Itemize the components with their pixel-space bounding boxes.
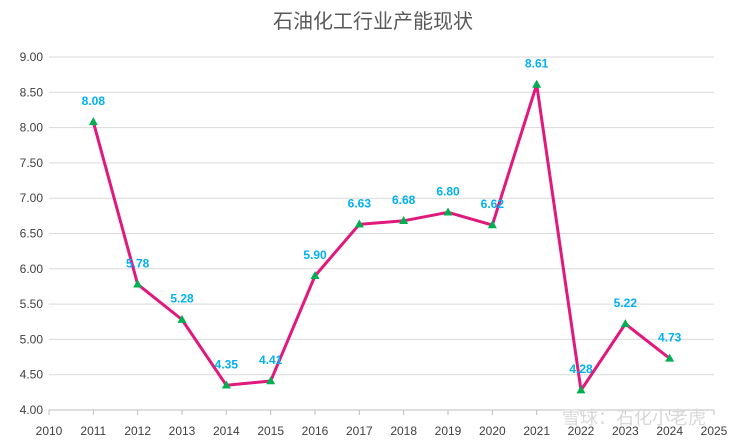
data-label: 4.73 <box>658 330 682 344</box>
y-tick-label: 7.50 <box>20 156 44 170</box>
data-point-marker <box>576 385 586 394</box>
data-point-marker <box>532 79 542 88</box>
x-tick-label: 2017 <box>346 424 373 438</box>
data-point-marker <box>266 376 276 385</box>
x-tick-label: 2025 <box>701 424 728 438</box>
data-point-marker <box>620 319 630 328</box>
x-tick-label: 2022 <box>568 424 595 438</box>
x-tick-label: 2023 <box>612 424 639 438</box>
x-tick-label: 2015 <box>257 424 284 438</box>
watermark: 雪球：石化小老虎 <box>562 408 706 429</box>
y-tick-label: 7.00 <box>20 191 44 205</box>
data-point-marker <box>133 279 143 288</box>
data-label: 5.28 <box>170 292 194 306</box>
data-point-marker <box>221 380 231 389</box>
y-tick-label: 4.00 <box>20 403 44 417</box>
data-label: 5.90 <box>303 248 327 262</box>
data-label: 4.35 <box>215 357 239 371</box>
data-label: 5.22 <box>614 296 638 310</box>
data-point-marker <box>177 314 187 323</box>
x-tick-label: 2020 <box>479 424 506 438</box>
y-tick-label: 5.50 <box>20 297 44 311</box>
data-point-marker <box>88 117 98 126</box>
x-tick-label: 2010 <box>36 424 63 438</box>
y-tick-label: 6.50 <box>20 227 44 241</box>
chart-title: 石油化工行业产能现状 <box>273 9 473 33</box>
series-line-path <box>91 83 671 392</box>
series-line <box>88 79 675 394</box>
y-tick-label: 8.50 <box>20 85 44 99</box>
x-tick-label: 2021 <box>523 424 550 438</box>
x-tick-label: 2024 <box>656 424 683 438</box>
data-label: 6.63 <box>348 196 372 210</box>
data-label: 8.61 <box>525 57 549 71</box>
data-label: 6.80 <box>436 184 460 198</box>
data-point-marker <box>310 271 320 280</box>
x-tick-label: 2011 <box>80 424 106 438</box>
data-label: 6.68 <box>392 193 416 207</box>
y-tick-label: 6.00 <box>20 262 44 276</box>
x-tick-label: 2014 <box>213 424 240 438</box>
y-tick-label: 9.00 <box>20 50 44 64</box>
gridlines <box>49 56 714 376</box>
axes: 4.00 4.50 5.00 5.50 6.00 6.50 7.00 7.50 8.00 8.50… <box>20 50 728 438</box>
data-label: 6.62 <box>481 197 505 211</box>
y-tick-label: 5.00 <box>20 332 44 346</box>
data-label: 4.28 <box>569 362 593 376</box>
data-label: 8.08 <box>82 94 106 108</box>
y-tick-label: 4.50 <box>20 368 44 382</box>
data-point-marker <box>443 207 453 216</box>
x-tick-label: 2013 <box>169 424 196 438</box>
data-point-marker <box>399 215 409 224</box>
data-point-marker <box>665 353 675 362</box>
data-label: 4.41 <box>259 353 283 367</box>
data-labels: 8.08 5.78 5.28 4.35 4.41 5.90 6.63 6.68 6.80 6.62… <box>82 57 682 377</box>
data-label: 5.78 <box>126 256 150 270</box>
data-point-marker <box>487 220 497 229</box>
x-tick-label: 2019 <box>435 424 462 438</box>
data-point-marker <box>354 219 364 228</box>
x-tick-label: 2012 <box>124 424 151 438</box>
x-tick-label: 2018 <box>390 424 417 438</box>
y-tick-label: 8.00 <box>20 121 44 135</box>
x-tick-label: 2016 <box>302 424 329 438</box>
